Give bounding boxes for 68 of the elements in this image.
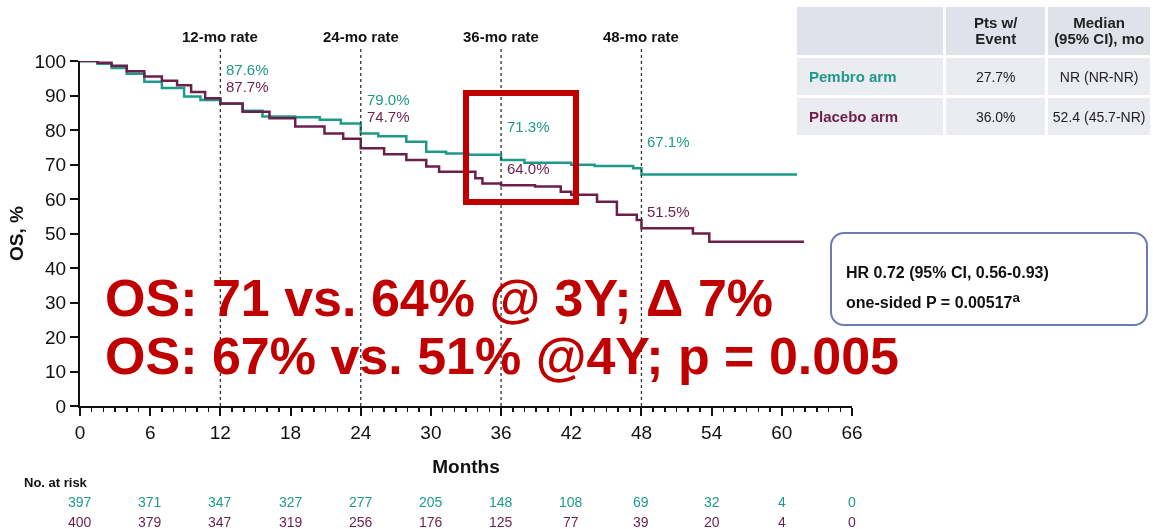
ref-line-label: 24-mo rate — [323, 28, 399, 45]
data-label: 67.1% — [647, 133, 690, 150]
text: 347 — [208, 494, 232, 510]
x-tick-label: 48 — [630, 421, 653, 443]
y-axis-title: OS, % — [5, 205, 27, 261]
x-tick-label: 12 — [209, 421, 231, 443]
annotation: one-sided P = 0.00517$^{a}$ — [846, 289, 1021, 314]
text: 176 — [419, 514, 443, 529]
y-tick-label: 40 — [45, 257, 67, 279]
text: 32 — [704, 494, 720, 510]
y-tick-label: 20 — [45, 326, 67, 348]
text: 0 — [848, 514, 856, 529]
table: Pts w/ Event Median (95% CI), mo Pembro arm 27.7% NR (NR-NR) Placebo arm 36.0% 52.4 (45.7-NR) — [794, 4, 1153, 138]
data-label: 74.7% — [367, 108, 410, 125]
text: 20 — [704, 514, 720, 529]
x-tick-label: 24 — [350, 421, 372, 443]
y-tick-label: 70 — [45, 154, 67, 176]
text: 319 — [279, 514, 303, 529]
x-tick-label: 30 — [420, 421, 442, 443]
data-label: 87.6% — [226, 61, 269, 78]
y-tick-label: 60 — [45, 188, 67, 210]
x-tick-label: 54 — [701, 421, 723, 443]
y-tick-label: 90 — [45, 85, 67, 107]
text: 371 — [138, 494, 162, 510]
x-axis-title: Months — [432, 456, 500, 478]
text: 256 — [349, 514, 373, 529]
text: 347 — [208, 514, 232, 529]
y-tick-label: 50 — [45, 223, 67, 245]
data-label: 64.0% — [507, 160, 550, 177]
annotation: OS: 67% vs. 51% @4Y; p = 0.005 — [105, 327, 900, 385]
text: 4 — [778, 514, 786, 529]
x-tick-label: 36 — [490, 421, 512, 443]
text: 125 — [489, 514, 513, 529]
x-tick-label: 66 — [841, 421, 863, 443]
data-label: 71.3% — [507, 118, 550, 135]
y-tick-label: 10 — [45, 361, 67, 383]
text: 400 — [68, 514, 92, 529]
annotation: OS: 71 vs. 64% @ 3Y; Δ 7% — [105, 269, 774, 327]
text: No. at risk — [24, 475, 88, 490]
text: 397 — [68, 494, 92, 510]
y-tick-label: 80 — [45, 119, 67, 141]
x-tick-label: 0 — [74, 421, 86, 443]
ref-line-label: 48-mo rate — [603, 28, 679, 45]
annotation: HR 0.72 (95% CI, 0.56-0.93) — [846, 263, 1050, 283]
y-tick-label: 0 — [55, 395, 67, 417]
text: 108 — [559, 494, 583, 510]
x-tick-label: 60 — [771, 421, 793, 443]
y-tick-label: 30 — [45, 292, 67, 314]
text: 148 — [489, 494, 513, 510]
text: 69 — [633, 494, 649, 510]
ref-line-label: 36-mo rate — [463, 28, 539, 45]
ref-line-label: 12-mo rate — [182, 28, 258, 45]
text: 0 — [848, 494, 856, 510]
y-tick-label: 100 — [34, 50, 67, 72]
data-label: 87.7% — [226, 78, 269, 95]
rounded-frame: HR 0.72 (95% CI, 0.56-0.93) one-sided P = 0.00517$^{a}$ — [830, 232, 1148, 326]
text: 39 — [633, 514, 649, 529]
x-tick-label: 42 — [560, 421, 582, 443]
x-tick-label: 18 — [279, 421, 302, 443]
text: 379 — [138, 514, 162, 529]
x-tick-label: 6 — [144, 421, 156, 443]
text: 205 — [419, 494, 443, 510]
text: 277 — [349, 494, 373, 510]
text: 4 — [778, 494, 786, 510]
data-label: 51.5% — [647, 203, 690, 220]
data-label: 79.0% — [367, 91, 410, 108]
text: 77 — [563, 514, 579, 529]
text: 327 — [279, 494, 303, 510]
